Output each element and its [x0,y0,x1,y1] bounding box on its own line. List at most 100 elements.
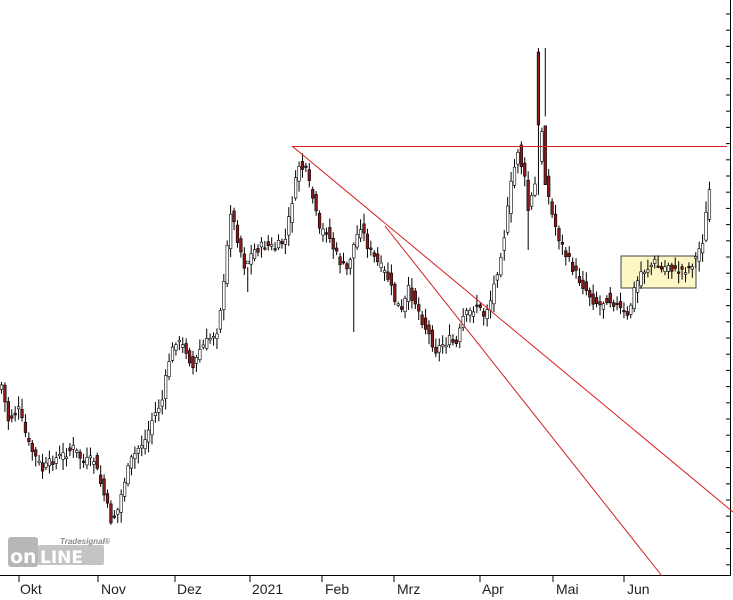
candle-body-up [71,444,75,450]
candle [280,238,284,249]
candle-body-down [594,297,599,304]
x-label-nov: Nov [101,581,126,597]
candle [23,414,28,438]
candle-body-down [536,51,541,126]
candle-body-down [680,266,684,270]
candle-body-down [430,329,435,348]
candle-body-up [512,166,517,186]
candle-body-up [37,460,41,463]
candle [666,262,670,279]
candle-body-down [273,248,277,251]
candle-body-down [68,447,72,452]
candle-body-up [707,189,712,220]
candle [256,244,260,257]
candle [78,449,82,470]
candle-body-down [612,302,616,307]
candle [71,437,75,458]
candle-body-up [92,461,96,465]
candle-body-up [437,345,441,353]
candle [663,260,667,276]
candle [3,382,7,412]
candle [44,457,48,471]
candle-body-down [543,125,547,186]
candle [345,261,349,275]
candle-body-up [222,280,226,310]
candle-body-up [601,303,606,310]
candle [311,186,315,204]
candle-body-down [550,201,554,215]
candle-body-down [519,144,523,168]
candle [536,48,541,196]
candle-body-up [495,274,500,281]
candle-body-down [526,179,530,211]
trendline-lower [384,225,663,577]
candle [129,454,134,476]
candle [276,234,281,250]
candle-body-up [116,509,120,515]
candle-body-up [16,406,21,410]
candle-body-down [581,279,585,289]
candle-body-down [687,265,691,269]
candle-body-up [177,339,181,343]
x-label-dez: Dez [177,581,202,597]
candle-body-up [119,494,123,513]
x-tick-feb: Feb [321,575,349,597]
candle [181,337,185,353]
candle [639,261,643,289]
candle-body-up [649,264,653,268]
candle [642,269,647,284]
x-label-mrz: Mrz [397,581,420,597]
candle-body-up [492,283,496,305]
candle [352,242,356,332]
candle-body-up [61,452,65,460]
candle-body-up [143,439,147,450]
candle-body-up [683,272,688,275]
candle-body-down [423,317,428,330]
candle [454,335,458,348]
x-tick-dez: Dez [174,575,202,597]
watermark-logo-left: on [10,546,37,568]
candle [434,338,438,358]
candle-body-up [150,420,154,436]
candle-body-down [23,421,28,433]
candle [417,297,421,320]
candle-body-up [465,310,469,315]
candle-body-down [239,238,243,253]
candle-body-up [136,447,140,454]
candle [471,306,476,324]
x-label-okt: Okt [20,581,42,597]
candle-body-up [697,248,701,262]
candle-body-down [40,462,45,472]
candle-body-up [44,462,48,468]
candle [564,247,568,266]
candle-body-down [588,290,592,298]
candle-body-down [102,478,106,496]
candle [372,250,376,263]
candle [488,290,493,319]
candle [112,510,116,520]
candle [140,435,144,457]
candle-body-up [704,212,708,241]
candle-body-down [369,247,373,250]
candle-body-up [488,300,493,311]
candle [170,342,175,363]
candle [109,500,113,525]
candle-body-down [307,169,311,181]
candle-body-up [246,260,250,265]
candle-body-up [259,241,264,248]
candle [677,261,681,284]
candle-body-up [297,166,301,182]
candle [222,274,226,321]
candle [0,381,4,394]
candle-body-up [205,337,209,349]
candle [324,227,329,243]
candle-body-up [690,266,694,270]
candle [232,207,236,231]
candle [636,276,640,304]
candle [410,278,414,309]
candle-body-down [10,415,14,419]
trendlines [291,145,733,577]
candle-body-down [598,301,602,306]
candle [51,455,55,471]
